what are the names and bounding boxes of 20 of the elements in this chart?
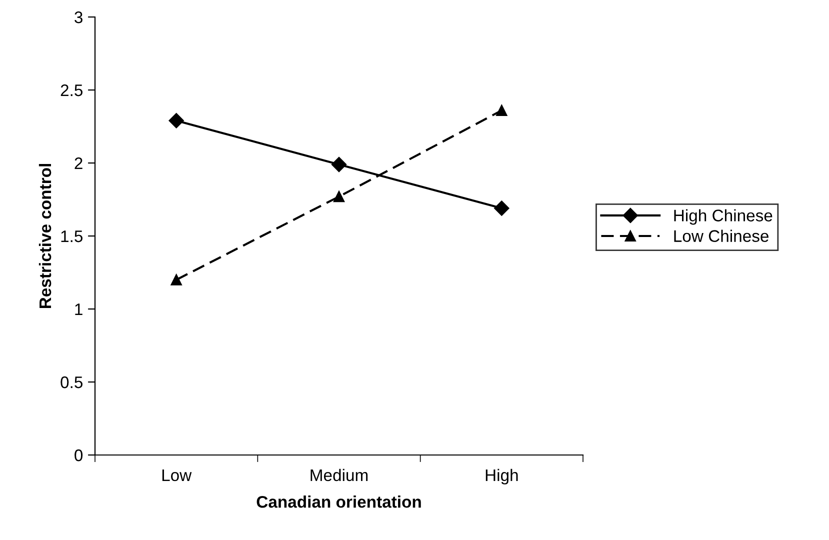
point [494, 200, 510, 216]
legend-label: High Chinese [674, 209, 772, 225]
point [168, 113, 184, 128]
y-tick-label: 1 [75, 304, 82, 316]
point [331, 156, 347, 172]
y-tick-label: 2.5 [60, 84, 82, 96]
x-axis-title: Canadian orientation [256, 496, 421, 508]
y-axis-title: Restrictive control [38, 164, 52, 308]
y-tick-label: 3 [74, 11, 82, 24]
x-tick-label: High [486, 468, 518, 484]
point [170, 274, 182, 286]
y-tick-label: 2 [74, 157, 82, 170]
x-tick-label: Low [162, 470, 192, 482]
y-tick-label: 0 [74, 449, 83, 462]
point [496, 104, 508, 116]
y-tick-label: 1.5 [61, 230, 82, 242]
x-tick-label: Medium [310, 468, 368, 482]
y-tick-label: 0.5 [60, 376, 82, 388]
legend-label: Low Chinese [674, 230, 768, 242]
point [333, 191, 345, 202]
